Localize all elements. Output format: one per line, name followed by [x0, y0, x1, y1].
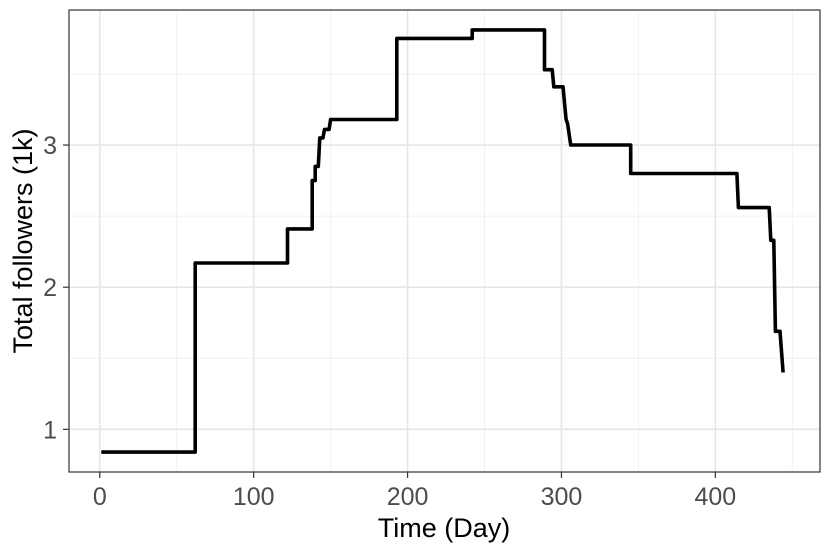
- y-tick-label: 2: [43, 274, 57, 302]
- y-axis: 1 2 3: [43, 132, 69, 444]
- plot-panel-background: [69, 10, 820, 472]
- x-axis: 0 100 200 300 400: [93, 472, 736, 511]
- series-line: [101, 28, 785, 454]
- x-tick-label: 100: [233, 483, 275, 511]
- x-tick-label: 200: [387, 483, 429, 511]
- series-layer: [101, 28, 785, 454]
- y-tick-label: 1: [43, 416, 57, 444]
- y-tick-label: 3: [43, 132, 57, 160]
- x-axis-title: Time (Day): [378, 513, 511, 543]
- x-tick-label: 400: [694, 483, 736, 511]
- x-tick-label: 0: [93, 483, 107, 511]
- y-axis-title: Total followers (1k): [8, 128, 38, 353]
- plot-panel-border: [68, 9, 821, 473]
- x-tick-label: 300: [541, 483, 583, 511]
